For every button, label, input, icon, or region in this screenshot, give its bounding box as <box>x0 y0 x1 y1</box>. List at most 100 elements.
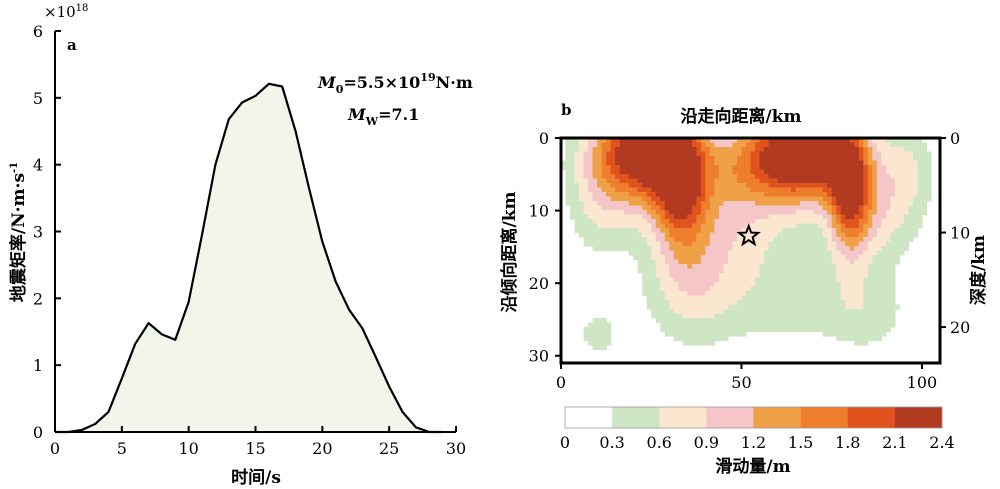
slip-cell <box>845 286 851 292</box>
slip-cell <box>727 228 734 234</box>
slip-cell <box>691 268 697 274</box>
slip-cell <box>854 147 860 153</box>
slip-cell <box>881 214 887 220</box>
slip-cell <box>840 187 846 193</box>
slip-cell <box>682 210 688 216</box>
slip-cell <box>714 286 720 292</box>
slip-cell <box>876 250 882 256</box>
slip-cell <box>655 309 661 315</box>
slip-cell <box>759 309 765 315</box>
slip-cell <box>768 241 774 247</box>
slip-cell <box>764 255 770 261</box>
slip-cell <box>822 147 828 153</box>
slip-cell <box>682 237 688 243</box>
slip-cell <box>745 313 752 319</box>
slip-cell <box>736 309 743 315</box>
slip-cell <box>592 340 598 346</box>
slip-cell <box>876 165 882 171</box>
slip-cell <box>809 223 815 229</box>
slip-cell <box>669 255 675 261</box>
slip-cell <box>827 178 833 184</box>
slip-cell <box>876 228 882 234</box>
slip-cell <box>845 331 851 337</box>
slip-cell <box>606 160 612 166</box>
slip-cell <box>759 165 765 171</box>
slip-cell <box>628 169 634 175</box>
slip-cell <box>768 147 774 153</box>
slip-cell <box>583 138 589 144</box>
slip-cell <box>795 232 801 238</box>
slip-cell <box>592 228 598 234</box>
slip-cell <box>660 286 666 292</box>
slip-cell <box>876 232 882 238</box>
slip-cell <box>827 241 833 247</box>
slip-cell <box>782 196 788 202</box>
slip-cell <box>606 237 612 243</box>
slip-cell <box>642 264 648 270</box>
slip-cell <box>858 264 864 270</box>
slip-cell <box>714 138 720 144</box>
slip-cell <box>890 286 896 292</box>
slip-cell <box>597 340 603 346</box>
slip-cell <box>714 160 720 166</box>
slip-cell <box>845 205 851 211</box>
slip-cell <box>727 183 734 189</box>
slip-cell <box>696 142 702 148</box>
slip-cell <box>890 205 896 211</box>
slip-cell <box>696 219 702 225</box>
slip-cell <box>903 201 910 207</box>
slip-cell <box>687 268 693 274</box>
slip-cell <box>691 327 697 333</box>
slip-cell <box>678 264 684 270</box>
slip-cell <box>727 327 734 333</box>
slip-cell <box>818 165 824 171</box>
slip-cell <box>759 214 765 220</box>
slip-cell <box>786 309 792 315</box>
slip-cell <box>736 277 743 283</box>
slip-cell <box>723 309 729 315</box>
slip-cell <box>755 255 761 261</box>
slip-cell <box>899 142 905 148</box>
slip-cell <box>732 286 738 292</box>
slip-cell <box>615 214 621 220</box>
slip-cell <box>822 246 828 252</box>
slip-cell <box>818 327 824 333</box>
slip-cell <box>845 232 851 238</box>
slip-cell <box>768 277 774 283</box>
slip-cell <box>867 277 873 283</box>
slip-cell <box>741 304 747 310</box>
slip-cell <box>655 300 661 306</box>
slip-cell <box>813 142 819 148</box>
slip-cell <box>646 237 652 243</box>
slip-cell <box>863 309 869 315</box>
slip-cell <box>705 309 711 315</box>
slip-cell <box>619 232 625 238</box>
slip-cell <box>642 183 648 189</box>
slip-cell <box>597 187 603 193</box>
slip-cell <box>732 250 738 256</box>
slip-cell <box>768 183 774 189</box>
slip-cell <box>732 169 738 175</box>
slip-cell <box>705 174 711 180</box>
slip-cell <box>822 282 828 288</box>
slip-cell <box>836 210 842 216</box>
slip-cell <box>885 282 891 288</box>
slip-cell <box>822 331 828 337</box>
slip-cell <box>646 160 652 166</box>
slip-cell <box>885 264 891 270</box>
slip-cell <box>768 151 774 157</box>
colorbar-tick-label: 0.3 <box>599 433 624 452</box>
slip-cell <box>845 214 851 220</box>
y-multiplier: ×1018 <box>44 3 88 21</box>
slip-cell <box>669 169 675 175</box>
slip-cell <box>619 205 625 211</box>
slip-cell <box>773 300 779 306</box>
slip-cell <box>863 192 869 198</box>
slip-cell <box>664 237 670 243</box>
slip-cell <box>818 210 824 216</box>
slip-cell <box>660 187 666 193</box>
slip-cell <box>890 223 896 229</box>
slip-cell <box>682 160 688 166</box>
slip-cell <box>628 138 634 144</box>
slip-cell <box>660 147 666 153</box>
